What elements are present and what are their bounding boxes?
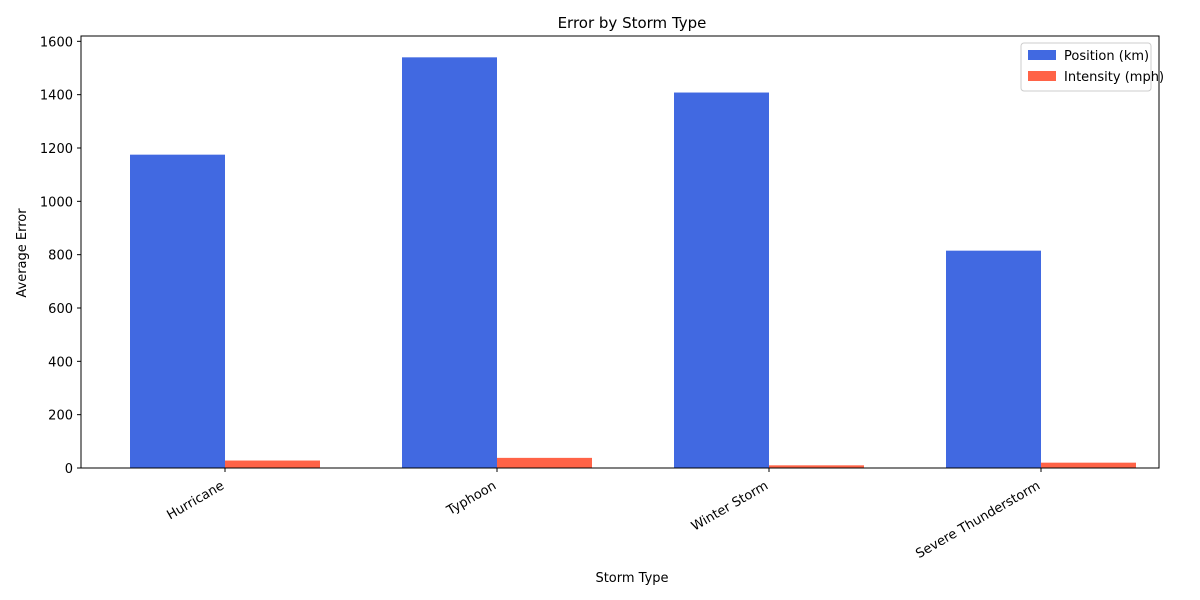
bar-intensity-2 xyxy=(769,465,864,468)
bar-intensity-0 xyxy=(225,460,320,468)
y-axis: 0 200 400 600 800 1000 1200 1400 1600 xyxy=(40,35,81,477)
chart-title: Error by Storm Type xyxy=(558,14,707,32)
bar-position-3 xyxy=(946,250,1041,468)
legend-swatch xyxy=(1028,50,1056,60)
plot-frame xyxy=(80,35,1160,469)
x-axis: Hurricane Typhoon Winter Storm Severe Thund… xyxy=(165,468,1043,562)
bar-position-1 xyxy=(402,57,497,468)
bars-group xyxy=(130,57,1136,469)
legend-swatch xyxy=(1028,71,1056,81)
x-tick-label: Winter Storm xyxy=(689,478,771,534)
bar-intensity-1 xyxy=(497,457,592,468)
y-tick-label: 1200 xyxy=(40,142,73,157)
legend: Position (km) Intensity (mph) xyxy=(1020,42,1164,92)
y-tick-label: 200 xyxy=(48,409,73,424)
y-tick-label: 1400 xyxy=(40,89,73,104)
legend-label: Position (km) xyxy=(1064,49,1149,64)
x-tick-label: Hurricane xyxy=(165,478,227,523)
x-tick-label: Severe Thunderstorm xyxy=(913,478,1043,561)
y-axis-label: Average Error xyxy=(15,208,30,298)
y-tick-label: 800 xyxy=(48,249,73,264)
y-tick-label: 0 xyxy=(65,462,73,477)
x-axis-label: Storm Type xyxy=(595,571,668,586)
legend-label: Intensity (mph) xyxy=(1064,70,1164,85)
y-tick-label: 1000 xyxy=(40,195,73,210)
y-tick-label: 600 xyxy=(48,302,73,317)
bar-position-0 xyxy=(130,154,225,468)
y-tick-label: 1600 xyxy=(40,35,73,50)
x-tick-label: Typhoon xyxy=(444,478,499,519)
bar-intensity-3 xyxy=(1041,462,1136,468)
y-tick-label: 400 xyxy=(48,355,73,370)
bar-position-2 xyxy=(674,92,769,469)
